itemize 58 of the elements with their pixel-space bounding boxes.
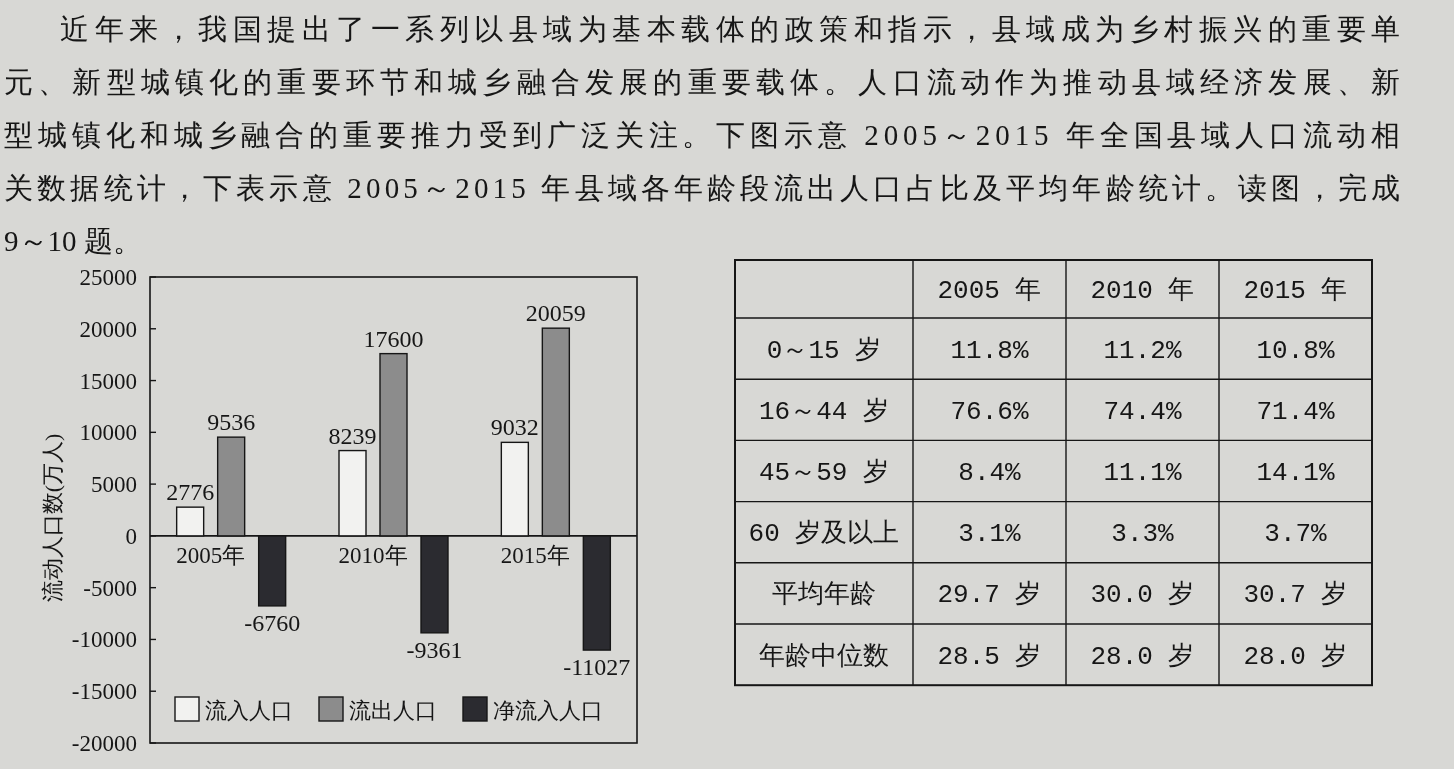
legend-label: 流入人口	[205, 698, 293, 723]
data-label: 9536	[207, 409, 256, 436]
text: 3.1%	[958, 519, 1021, 550]
y-tick-label: -20000	[71, 731, 137, 756]
category-label: 45～59 岁	[758, 458, 890, 488]
text: 28.5 岁	[937, 641, 1042, 672]
text: 近年来，我国提出了一系列以县域为基本载体的政策和指示，县域成为乡村振兴的重要单	[60, 13, 1400, 45]
data-label: 9032	[490, 414, 539, 441]
y-tick-label: 5000	[91, 472, 137, 498]
legend-label: 流出人口	[349, 698, 437, 723]
data-label: -6760	[244, 609, 301, 636]
y-tick-label: -10000	[71, 627, 137, 653]
data-label: 8239	[328, 422, 377, 449]
y-tick-label: -15000	[71, 679, 137, 705]
text: 3.7%	[1264, 519, 1327, 550]
category-label: 2015 年	[1243, 276, 1348, 306]
text: 11.2%	[1103, 335, 1182, 366]
category-label: 2005 年	[937, 276, 1042, 306]
y-tick-label: -5000	[83, 575, 137, 601]
data-label: 2776	[166, 479, 215, 506]
text: 28.0 岁	[1090, 641, 1195, 672]
y-tick-label: 10000	[79, 420, 137, 446]
category-label: 60 岁及以上	[748, 519, 900, 550]
text: 30.0 岁	[1090, 580, 1195, 611]
text: 关数据统计，下表示意 2005～2015 年县域各年龄段流出人口占比及平均年龄统计。读图，完成	[4, 172, 1400, 204]
y-tick-label: 15000	[79, 368, 137, 394]
data-label: 17600	[363, 325, 424, 352]
data-label: 20059	[525, 300, 586, 327]
data-label: -9361	[406, 636, 463, 663]
text: 10.8%	[1256, 335, 1335, 366]
legend-label: 净流入人口	[493, 698, 603, 723]
category-label: 平均年龄	[772, 580, 876, 611]
text: 30.7 岁	[1243, 580, 1348, 611]
x-tick-label: 2015年	[500, 542, 570, 568]
text: 11.1%	[1103, 458, 1182, 488]
category-label: 0～15 岁	[766, 335, 882, 366]
y-tick-label: 25000	[79, 265, 137, 290]
text: 11.8%	[950, 335, 1029, 366]
text: 14.1%	[1256, 458, 1335, 488]
category-label: 2010 年	[1090, 276, 1195, 306]
text: 29.7 岁	[937, 580, 1042, 611]
text: 3.3%	[1111, 519, 1174, 550]
text: 型城镇化和城乡融合的重要推力受到广泛关注。下图示意 2005～2015 年全国县域人口流动相	[4, 119, 1400, 151]
category-label: 年龄中位数	[759, 641, 889, 672]
text: 76.6%	[950, 396, 1029, 427]
y-tick-label: 20000	[79, 316, 137, 342]
y-axis-title: 流动人口数(万人)	[40, 433, 65, 603]
text: 74.4%	[1103, 396, 1182, 427]
text: 71.4%	[1256, 396, 1335, 427]
x-tick-label: 2010年	[338, 542, 408, 568]
text: 28.0 岁	[1243, 641, 1348, 672]
category-label: 16～44 岁	[758, 396, 890, 427]
text: 9～10 题。	[4, 225, 142, 257]
y-tick-label: 0	[125, 523, 137, 549]
text: 元、新型城镇化的重要环节和城乡融合发展的重要载体。人口流动作为推动县域经济发展、新	[4, 66, 1400, 98]
x-tick-label: 2005年	[176, 542, 246, 568]
text: 8.4%	[958, 458, 1021, 488]
data-label: -11027	[563, 654, 631, 681]
